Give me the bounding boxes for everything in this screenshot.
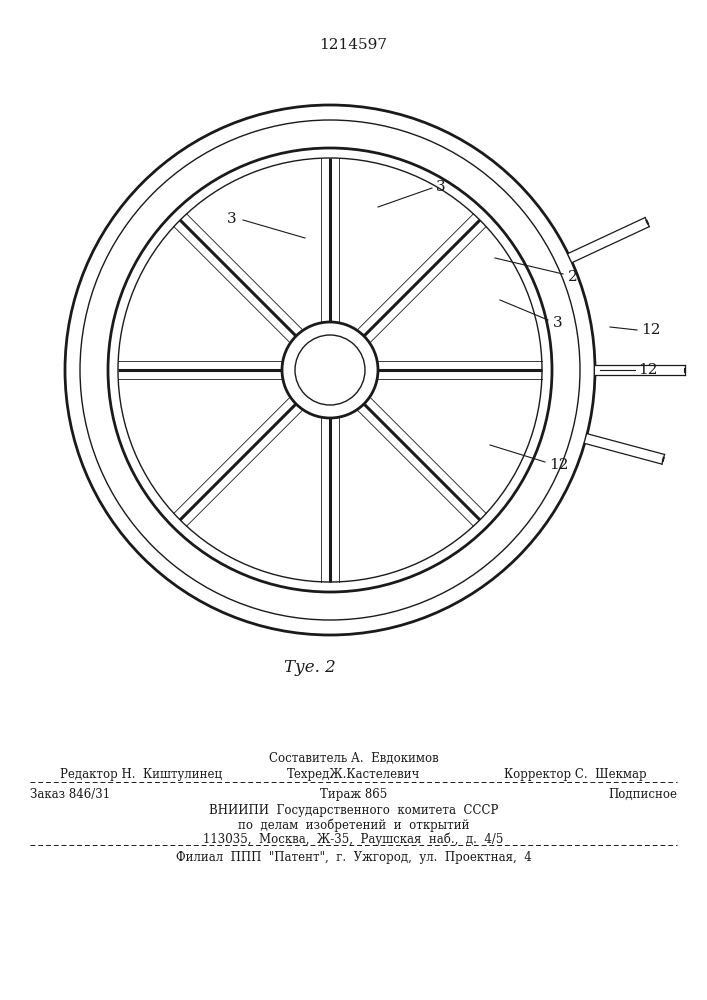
Text: по  делам  изобретений  и  открытий: по делам изобретений и открытий [238, 818, 469, 832]
Ellipse shape [65, 105, 595, 635]
Text: 12: 12 [549, 458, 568, 472]
Text: 12: 12 [638, 363, 658, 377]
Ellipse shape [282, 322, 378, 418]
Text: ВНИИПИ  Государственного  комитета  СССР: ВНИИПИ Государственного комитета СССР [209, 804, 498, 817]
Text: 2: 2 [568, 270, 578, 284]
Polygon shape [595, 365, 685, 375]
Ellipse shape [108, 148, 552, 592]
Polygon shape [585, 434, 665, 464]
Polygon shape [568, 218, 649, 263]
Text: Подписное: Подписное [608, 788, 677, 801]
Text: Τуе. 2: Τуе. 2 [284, 660, 336, 676]
Text: 3: 3 [436, 180, 445, 194]
Text: Тираж 865: Тираж 865 [320, 788, 387, 801]
Text: Составитель А.  Евдокимов: Составитель А. Евдокимов [269, 752, 438, 765]
Text: 3: 3 [553, 316, 563, 330]
Text: 3: 3 [228, 212, 237, 226]
Text: 12: 12 [641, 323, 660, 337]
Text: Корректор С.  Шекмар: Корректор С. Шекмар [504, 768, 647, 781]
Text: 1214597: 1214597 [320, 38, 387, 52]
Text: 113035,  Москва,  Ж-35,  Раушская  наб.,  д.  4/5: 113035, Москва, Ж-35, Раушская наб., д. … [204, 832, 503, 846]
Text: ТехредЖ.Кастелевич: ТехредЖ.Кастелевич [287, 768, 420, 781]
Text: Редактор Н.  Киштулинец: Редактор Н. Киштулинец [60, 768, 222, 781]
Text: Филиал  ППП  "Патент",  г.  Ужгород,  ул.  Проектная,  4: Филиал ППП "Патент", г. Ужгород, ул. Про… [175, 851, 532, 864]
Text: Заказ 846/31: Заказ 846/31 [30, 788, 110, 801]
